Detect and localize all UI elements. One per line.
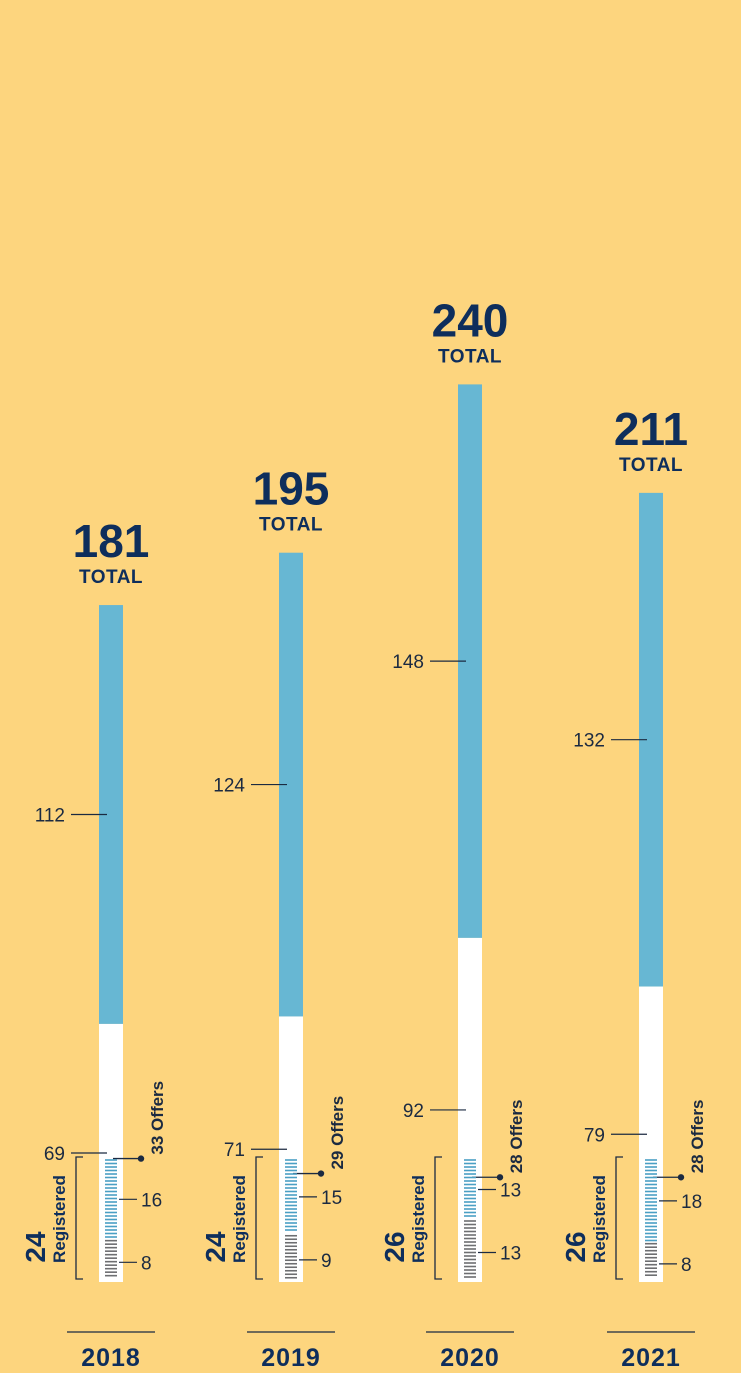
offers-dot-2021 bbox=[677, 1174, 685, 1181]
total-value-2018: 181 bbox=[73, 515, 150, 567]
offers-count-2020: 28 bbox=[507, 1150, 526, 1174]
registered-bracket-2020 bbox=[434, 1156, 442, 1280]
total-label-2020: TOTAL bbox=[438, 346, 502, 367]
registered-gray-value-2019: 9 bbox=[321, 1251, 332, 1272]
offers-count-2021: 28 bbox=[688, 1150, 707, 1174]
total-value-2019: 195 bbox=[253, 463, 330, 515]
blue-value-label-2019: 124 bbox=[213, 776, 245, 797]
offers-word-2018: Offers bbox=[148, 1081, 167, 1131]
registered-word-2021: Registered bbox=[590, 1175, 609, 1263]
year-label-2018: 2018 bbox=[81, 1344, 141, 1372]
blue-value-label-2018: 112 bbox=[35, 806, 65, 827]
offers-label-2019: 29 Offers bbox=[328, 1096, 347, 1170]
registered-blue-value-2021: 18 bbox=[681, 1192, 702, 1213]
offers-word-2021: Offers bbox=[688, 1100, 707, 1150]
total-value-2020: 240 bbox=[432, 294, 509, 346]
white-value-label-2020: 92 bbox=[403, 1101, 424, 1122]
year-label-2021: 2021 bbox=[621, 1344, 681, 1372]
registered-blue-value-2020: 13 bbox=[500, 1181, 521, 1202]
offers-count-2019: 29 bbox=[328, 1146, 347, 1170]
blue-value-label-2020: 148 bbox=[392, 652, 424, 673]
registered-gray-value-2020: 13 bbox=[500, 1244, 521, 1265]
registered-bracket-2019 bbox=[255, 1156, 263, 1280]
registered-count-2018: 24 bbox=[20, 1231, 51, 1263]
offers-label-2020: 28 Offers bbox=[507, 1100, 526, 1174]
white-value-label-2021: 79 bbox=[584, 1125, 605, 1146]
registered-count-2020: 26 bbox=[379, 1231, 410, 1262]
registered-count-2021: 26 bbox=[560, 1231, 591, 1262]
year-label-2020: 2020 bbox=[440, 1344, 500, 1372]
total-label-2018: TOTAL bbox=[79, 567, 143, 588]
white-value-label-2018: 69 bbox=[44, 1144, 65, 1165]
offers-word-2020: Offers bbox=[507, 1100, 526, 1150]
registered-word-2018: Registered bbox=[50, 1175, 69, 1263]
total-value-2021: 211 bbox=[614, 403, 688, 455]
offers-label-2021: 28 Offers bbox=[688, 1100, 707, 1174]
registered-bracket-2021 bbox=[615, 1156, 623, 1280]
registered-blue-value-2019: 15 bbox=[321, 1188, 342, 1209]
offers-count-2018: 33 bbox=[148, 1131, 167, 1155]
registered-word-2019: Registered bbox=[230, 1175, 249, 1263]
year-label-2019: 2019 bbox=[261, 1344, 321, 1372]
total-label-2019: TOTAL bbox=[259, 515, 323, 536]
registered-word-2020: Registered bbox=[409, 1175, 428, 1263]
registered-gray-value-2021: 8 bbox=[681, 1255, 692, 1276]
offers-dot-2020 bbox=[496, 1174, 504, 1181]
offers-dot-2019 bbox=[317, 1170, 325, 1177]
registered-bracket-2018 bbox=[75, 1156, 83, 1280]
offers-label-2018: 33 Offers bbox=[148, 1081, 167, 1155]
offers-dot-2018 bbox=[137, 1155, 145, 1162]
offers-word-2019: Offers bbox=[328, 1096, 347, 1146]
white-value-label-2019: 71 bbox=[224, 1140, 245, 1161]
total-label-2021: TOTAL bbox=[619, 455, 683, 476]
registered-blue-value-2018: 16 bbox=[141, 1190, 162, 1211]
blue-value-label-2021: 132 bbox=[573, 731, 605, 752]
registered-count-2019: 24 bbox=[200, 1231, 231, 1263]
registered-gray-value-2018: 8 bbox=[141, 1253, 152, 1274]
